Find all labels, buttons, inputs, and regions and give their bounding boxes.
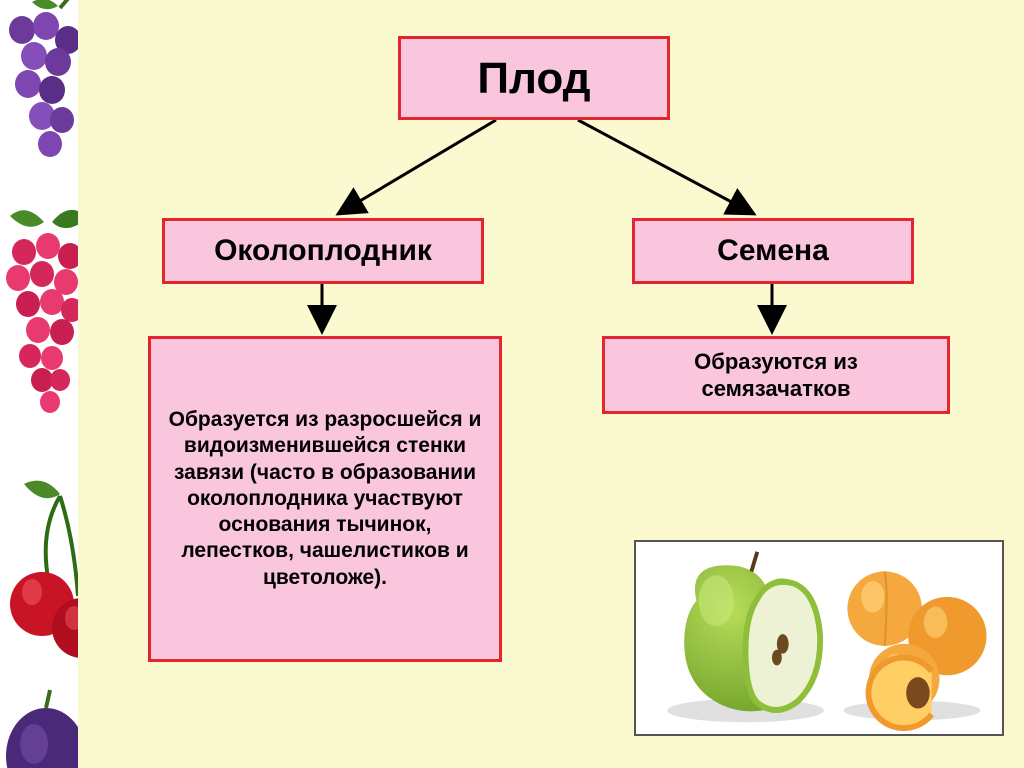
fruit-strip <box>0 0 78 768</box>
node-pericarp: Околоплодник <box>162 218 484 284</box>
diagram-area: Плод Околоплодник Семена Образуется из р… <box>78 0 1024 768</box>
cherry-icon <box>10 481 78 658</box>
raspberry-icon <box>6 210 78 413</box>
node-pericarp-desc: Образуется из разросшейся и видоизменивш… <box>148 336 502 662</box>
node-fruit: Плод <box>398 36 670 120</box>
node-seeds-desc-text: Образуются из семязачатков <box>621 348 931 403</box>
grapes-icon <box>9 0 78 157</box>
node-seeds-label: Семена <box>717 232 829 270</box>
node-pericarp-label: Околоплодник <box>214 232 432 270</box>
node-pericarp-desc-text: Образуется из разросшейся и видоизменивш… <box>167 407 483 591</box>
node-seeds: Семена <box>632 218 914 284</box>
node-fruit-label: Плод <box>477 51 590 106</box>
fruit-photo <box>634 540 1004 736</box>
fruit-strip-art <box>0 0 78 768</box>
node-seeds-desc: Образуются из семязачатков <box>602 336 950 414</box>
apple-half-icon <box>746 582 821 710</box>
plum-icon <box>6 690 78 768</box>
slide: Плод Околоплодник Семена Образуется из р… <box>0 0 1024 768</box>
fruit-photo-art <box>636 542 1002 734</box>
